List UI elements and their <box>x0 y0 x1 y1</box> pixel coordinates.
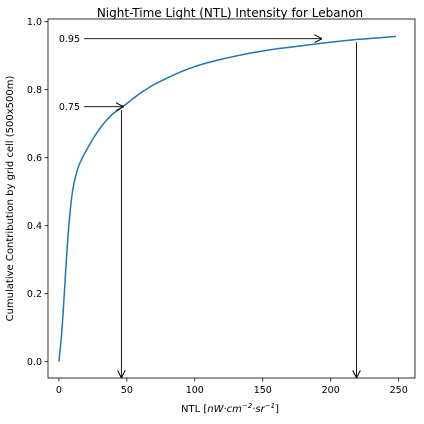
x-tick-label: 150 <box>254 385 272 396</box>
series-line <box>58 35 397 362</box>
x-tick-label: 100 <box>186 385 204 396</box>
y-tick-label: 0.8 <box>27 85 42 96</box>
y-tick-label: 0.2 <box>27 289 42 300</box>
x-tick-label: 200 <box>322 385 340 396</box>
y-tick-label: 0.0 <box>27 357 42 368</box>
x-tick-label: 0 <box>56 385 62 396</box>
annotations: 0.75 0.95 <box>59 34 357 377</box>
x-axis-label: NTL [nW·cm−2·sr−1] <box>181 402 279 415</box>
y-tick-label: 0.6 <box>27 153 42 164</box>
y-tick-label: 1.0 <box>27 17 42 28</box>
x-tick-label: 250 <box>390 385 408 396</box>
annotation-label: 0.75 <box>59 102 80 113</box>
x-tick-label: 50 <box>121 385 133 396</box>
x-axis-ticks: 0 50 100 150 200 250 <box>56 378 408 396</box>
y-axis-ticks: 0.0 0.2 0.4 0.6 0.8 1.0 <box>27 17 48 368</box>
chart-title: Night-Time Light (NTL) Intensity for Leb… <box>97 6 363 20</box>
y-axis-label: Cumulative Contribution by grid cell (50… <box>5 76 16 322</box>
plot-area-frame <box>47 18 416 379</box>
y-tick-label: 0.4 <box>27 221 42 232</box>
annotation-label: 0.95 <box>59 34 80 45</box>
